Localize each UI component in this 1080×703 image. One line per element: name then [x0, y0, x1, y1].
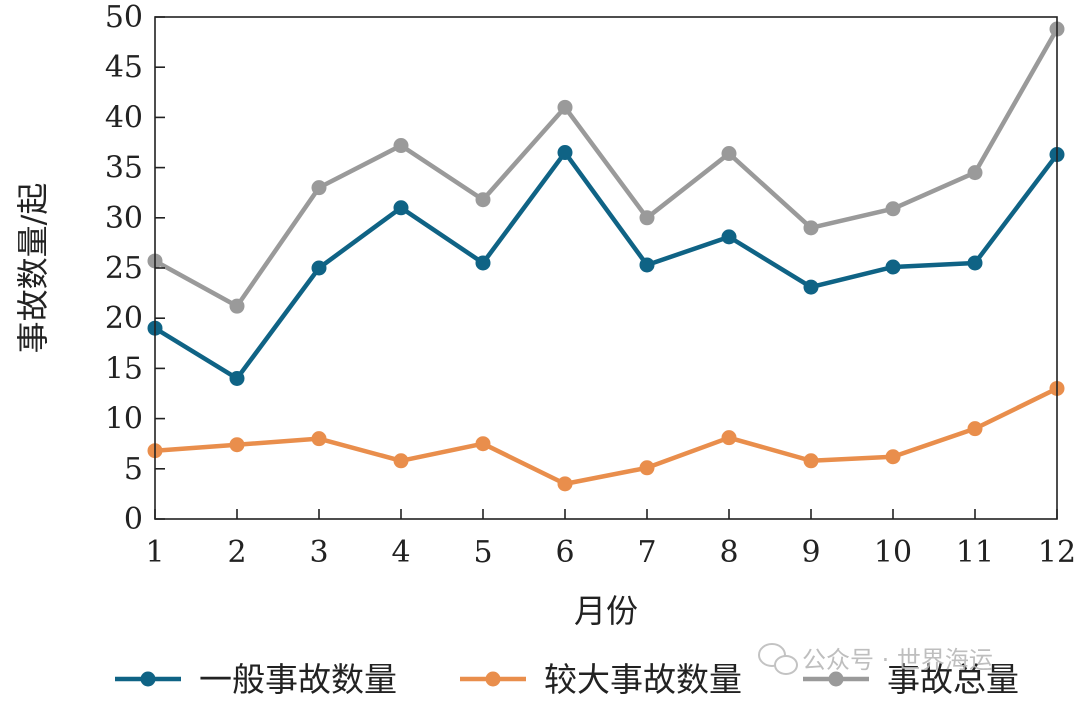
data-point [393, 200, 409, 216]
data-point [967, 421, 983, 437]
x-tick-label: 7 [637, 535, 656, 570]
wechat-icon [758, 643, 798, 675]
legend-item-3: 事故总量 [803, 660, 1019, 699]
data-point [557, 99, 573, 115]
legend-label: 较大事故数量 [544, 660, 742, 699]
x-axis-title: 月份 [574, 592, 638, 630]
data-point [721, 146, 737, 162]
data-point [311, 180, 327, 196]
data-point [639, 210, 655, 226]
data-point [311, 260, 327, 276]
series-3 [147, 21, 1065, 314]
data-point [721, 229, 737, 245]
legend: 一般事故数量 较大事故数量 事故总量 [115, 660, 1019, 699]
data-point [885, 259, 901, 275]
data-point [885, 201, 901, 217]
data-point [229, 298, 245, 314]
y-tick-label: 40 [105, 100, 143, 135]
x-tick-label: 4 [391, 535, 410, 570]
data-point [639, 460, 655, 476]
data-point [557, 145, 573, 161]
y-tick-label: 20 [105, 301, 143, 336]
series-1 [147, 145, 1065, 386]
y-tick-label: 5 [124, 452, 143, 487]
data-point [311, 431, 327, 447]
series-layer [147, 21, 1065, 492]
data-point [557, 476, 573, 492]
series-line [152, 386, 1060, 487]
y-axis-title: 事故数量/起 [14, 183, 52, 354]
x-tick-label: 8 [719, 535, 738, 570]
x-tick-label: 9 [801, 535, 820, 570]
data-point [885, 449, 901, 465]
data-point [475, 192, 491, 208]
legend-swatch-marker [485, 671, 501, 687]
y-tick-label: 15 [105, 351, 143, 386]
data-point [721, 430, 737, 446]
legend-item-2: 较大事故数量 [460, 660, 742, 699]
data-point [475, 255, 491, 271]
y-tick-label: 35 [105, 151, 143, 186]
data-point [639, 257, 655, 273]
series-line [152, 150, 1060, 381]
data-point [803, 220, 819, 236]
data-point [967, 255, 983, 271]
data-point [393, 138, 409, 154]
data-point [803, 279, 819, 295]
legend-label: 一般事故数量 [199, 660, 397, 699]
x-tick-label: 6 [555, 535, 574, 570]
plot-frame [154, 16, 1058, 520]
legend-swatch-marker [140, 671, 156, 687]
data-point [803, 453, 819, 469]
data-point [393, 453, 409, 469]
x-tick-label: 2 [227, 535, 246, 570]
data-point [229, 437, 245, 453]
y-tick-label: 50 [105, 0, 143, 35]
data-point [475, 436, 491, 452]
legend-swatch-marker [828, 671, 844, 687]
legend-label: 事故总量 [887, 660, 1019, 699]
x-tick-label: 3 [309, 535, 328, 570]
x-tick-label: 1 [145, 535, 164, 570]
data-point [967, 165, 983, 181]
x-tick-label: 11 [956, 535, 994, 570]
y-tick-label: 30 [105, 201, 143, 236]
y-tick-label: 0 [124, 502, 143, 537]
series-line [152, 26, 1060, 309]
y-tick-label: 10 [105, 402, 143, 437]
y-tick-label: 25 [105, 251, 143, 286]
watermark-text: 公众号 · 世界海运 [802, 646, 993, 674]
x-tick-label: 12 [1038, 535, 1076, 570]
series-2 [147, 380, 1065, 492]
y-tick-label: 45 [105, 50, 143, 85]
watermark: 公众号 · 世界海运 [758, 643, 993, 675]
legend-item-1: 一般事故数量 [115, 660, 397, 699]
data-point [229, 370, 245, 386]
x-tick-label: 5 [473, 535, 492, 570]
x-tick-label: 10 [874, 535, 912, 570]
